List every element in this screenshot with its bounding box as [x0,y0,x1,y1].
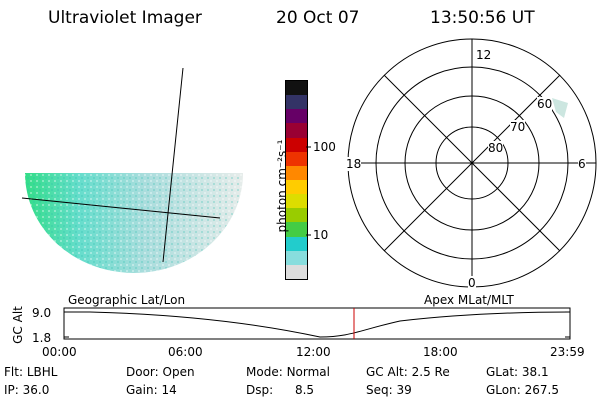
colorbar-band [286,165,307,180]
info-glat: GLat: 38.1 [486,365,549,379]
mlt-label-12: 12 [476,48,492,62]
timeline-frame [63,307,571,340]
colorbar-band [286,109,307,124]
info-mode-label: Mode: [246,365,283,379]
info-glon-value: 267.5 [524,383,559,397]
timeline-ytick-high: 9.0 [32,306,52,320]
info-door-value: Open [162,365,195,379]
colorbar [285,80,308,280]
colorbar-tick-100: 100 [313,140,336,154]
info-dsp-value: 8.5 [294,383,315,397]
mlat-label-70: 70 [510,120,526,134]
info-flt-value: LBHL [26,365,58,379]
colorbar-band [286,81,307,96]
info-ip-value: 36.0 [22,383,50,397]
geo-speckle [25,173,243,273]
timeline-xtick-1200: 12:00 [296,345,331,359]
timeline-xtick-0000: 00:00 [42,345,77,359]
timeline-xtick-2359: 23:59 [550,345,585,359]
geo-parallel-line [21,197,221,219]
colorbar-band [286,179,307,195]
info-glon-label: GLon: [486,383,521,397]
info-seq-label: Seq: [366,383,393,397]
info-glat-label: GLat: [486,365,519,379]
polar-aurora-patch [552,98,568,118]
timeline-xtick-0600: 06:00 [168,345,203,359]
mlt-label-6: 6 [578,157,586,171]
info-gcalt-label: GC Alt: [366,365,408,379]
colorbar-band [286,194,307,209]
mlat-label-60: 60 [537,97,553,111]
info-gain: Gain: 14 [126,383,177,397]
timeline-left-title: Geographic Lat/Lon [68,293,186,307]
colorbar-band [286,222,307,237]
info-dsp-label: Dsp: [246,383,274,397]
mlat-label-80: 80 [488,141,504,155]
timeline-ytick-low: 1.8 [32,331,52,345]
info-seq: Seq: 39 [366,383,412,397]
info-gain-value: 14 [161,383,177,397]
colorbar-band [286,137,307,152]
info-mode-value: Normal [286,365,330,379]
info-mode: Mode: Normal [246,365,330,379]
info-seq-value: 39 [396,383,412,397]
polar-diagonal-2 [383,74,561,252]
colorbar-band [286,151,307,166]
info-door-label: Door: [126,365,159,379]
instrument-title: Ultraviolet Imager [48,8,202,28]
colorbar-band [286,236,307,251]
timeline-xtick-1800: 18:00 [423,345,458,359]
time-label: 13:50:56 UT [430,8,535,28]
info-glon: GLon: 267.5 [486,383,559,397]
colorbar-band [286,95,307,110]
info-flt-label: Flt: [4,365,23,379]
info-dsp: Dsp: 8.5 [246,383,314,397]
colorbar-tick-10: 10 [313,228,329,242]
date-label: 20 Oct 07 [276,8,360,28]
timeline-right-title: Apex MLat/MLT [424,293,514,307]
info-gcalt-value: 2.5 Re [411,365,450,379]
info-door: Door: Open [126,365,195,379]
info-glat-value: 38.1 [521,365,549,379]
info-gcalt: GC Alt: 2.5 Re [366,365,450,379]
colorbar-band [286,123,307,138]
mlt-label-0: 0 [468,276,476,290]
colorbar-band [286,250,307,265]
info-ip-label: IP: [4,383,19,397]
info-ip: IP: 36.0 [4,383,49,397]
colorbar-band [286,208,307,223]
mlt-label-18: 18 [346,157,362,171]
info-gain-label: Gain: [126,383,158,397]
info-flt: Flt: LBHL [4,365,57,379]
geo-meridian-line [162,67,184,263]
altitude-curve [64,311,571,338]
colorbar-band [286,264,307,279]
